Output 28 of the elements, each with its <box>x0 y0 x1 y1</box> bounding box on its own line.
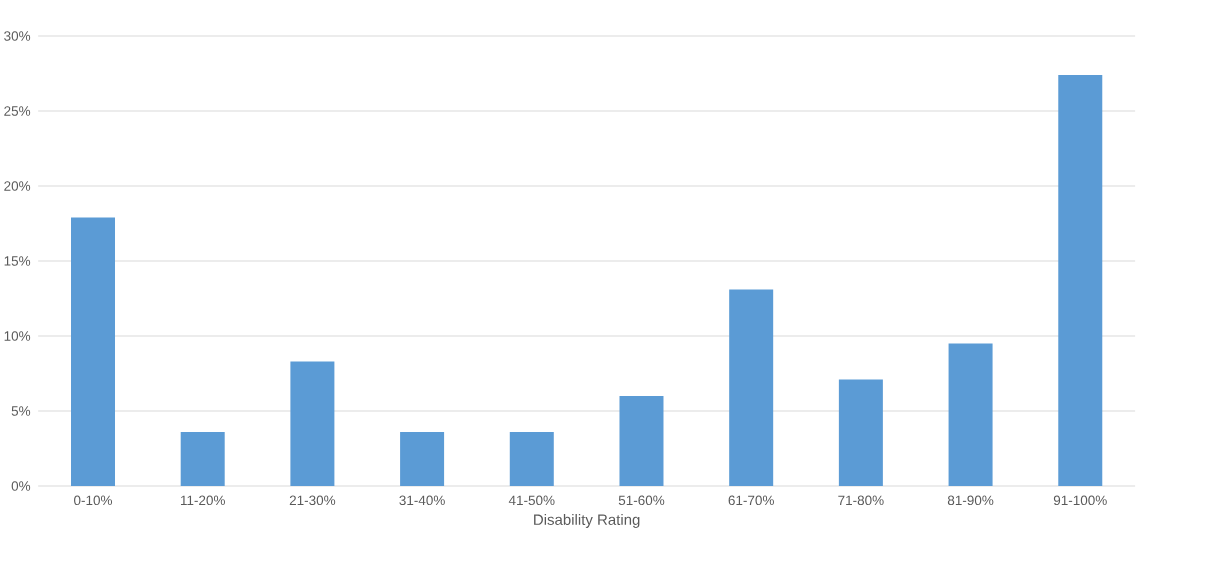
bar <box>838 379 883 486</box>
y-tick-label: 5% <box>11 406 31 416</box>
x-tick-label: 61-70% <box>728 495 774 506</box>
bar <box>619 396 664 486</box>
bar <box>509 432 554 486</box>
x-tick-label: 81-90% <box>947 495 994 506</box>
y-tick-label: 30% <box>4 31 31 41</box>
bar <box>729 289 774 486</box>
bar <box>71 217 115 486</box>
y-tick-label: 0% <box>11 481 31 491</box>
bar <box>400 432 445 486</box>
y-tick-label: 25% <box>4 106 31 116</box>
x-tick-label: 41-50% <box>508 495 555 506</box>
bar <box>1058 75 1103 486</box>
x-tick-label: 11-20% <box>180 495 225 506</box>
x-tick-label: 0-10% <box>74 495 113 506</box>
bar <box>948 343 993 486</box>
x-tick-label: 71-80% <box>838 495 884 506</box>
y-tick-label: 15% <box>4 256 31 266</box>
x-tick-label: 31-40% <box>399 495 445 506</box>
bar <box>290 361 335 486</box>
x-tick-label: 91-100% <box>1053 495 1107 506</box>
x-tick-label: 21-30% <box>289 495 336 506</box>
x-axis-title: Disability Rating <box>534 513 640 528</box>
y-tick-label: 20% <box>4 181 31 191</box>
x-tick-label: 51-60% <box>618 495 665 506</box>
bar <box>180 432 225 486</box>
y-tick-label: 10% <box>4 331 31 341</box>
